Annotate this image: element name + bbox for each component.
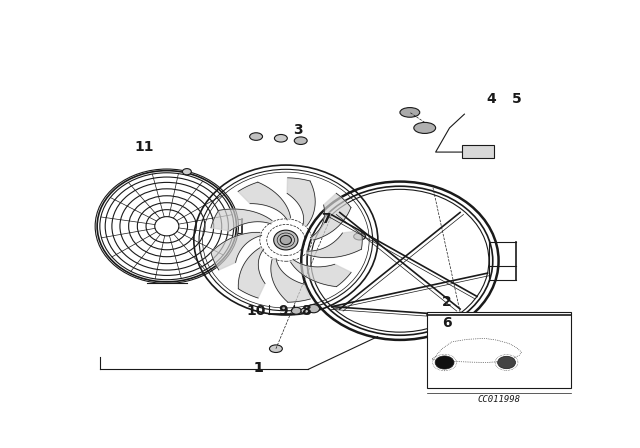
Text: 1: 1 [253,361,264,375]
Ellipse shape [435,356,454,369]
Text: 3: 3 [293,123,303,137]
Bar [428,313,571,388]
Polygon shape [287,178,316,226]
Polygon shape [271,258,310,302]
Text: 6: 6 [442,316,452,330]
Text: 9: 9 [278,304,288,318]
Ellipse shape [182,168,191,175]
Ellipse shape [275,134,287,142]
Polygon shape [291,259,351,287]
Ellipse shape [492,370,502,375]
Ellipse shape [354,233,365,240]
Ellipse shape [274,230,298,250]
Polygon shape [211,209,272,231]
Ellipse shape [294,137,307,145]
Text: 7: 7 [321,212,330,226]
Polygon shape [211,233,262,270]
Ellipse shape [498,356,515,369]
Ellipse shape [400,108,420,117]
Polygon shape [238,182,291,220]
Ellipse shape [280,236,291,245]
Ellipse shape [301,308,309,314]
Ellipse shape [250,133,262,140]
Text: 2: 2 [442,295,452,309]
Ellipse shape [291,307,301,314]
Text: 1: 1 [253,361,264,375]
Ellipse shape [308,305,319,313]
Ellipse shape [414,122,436,134]
Bar [462,145,494,158]
Polygon shape [310,193,351,240]
Ellipse shape [465,362,478,370]
Text: 10: 10 [246,304,266,318]
Polygon shape [238,248,265,298]
Text: 8: 8 [301,304,310,318]
Text: 5: 5 [511,91,522,106]
Text: CC011998: CC011998 [477,395,520,404]
Text: 4: 4 [487,91,497,106]
Polygon shape [307,231,362,258]
Text: 11: 11 [135,140,154,154]
Ellipse shape [269,345,282,353]
